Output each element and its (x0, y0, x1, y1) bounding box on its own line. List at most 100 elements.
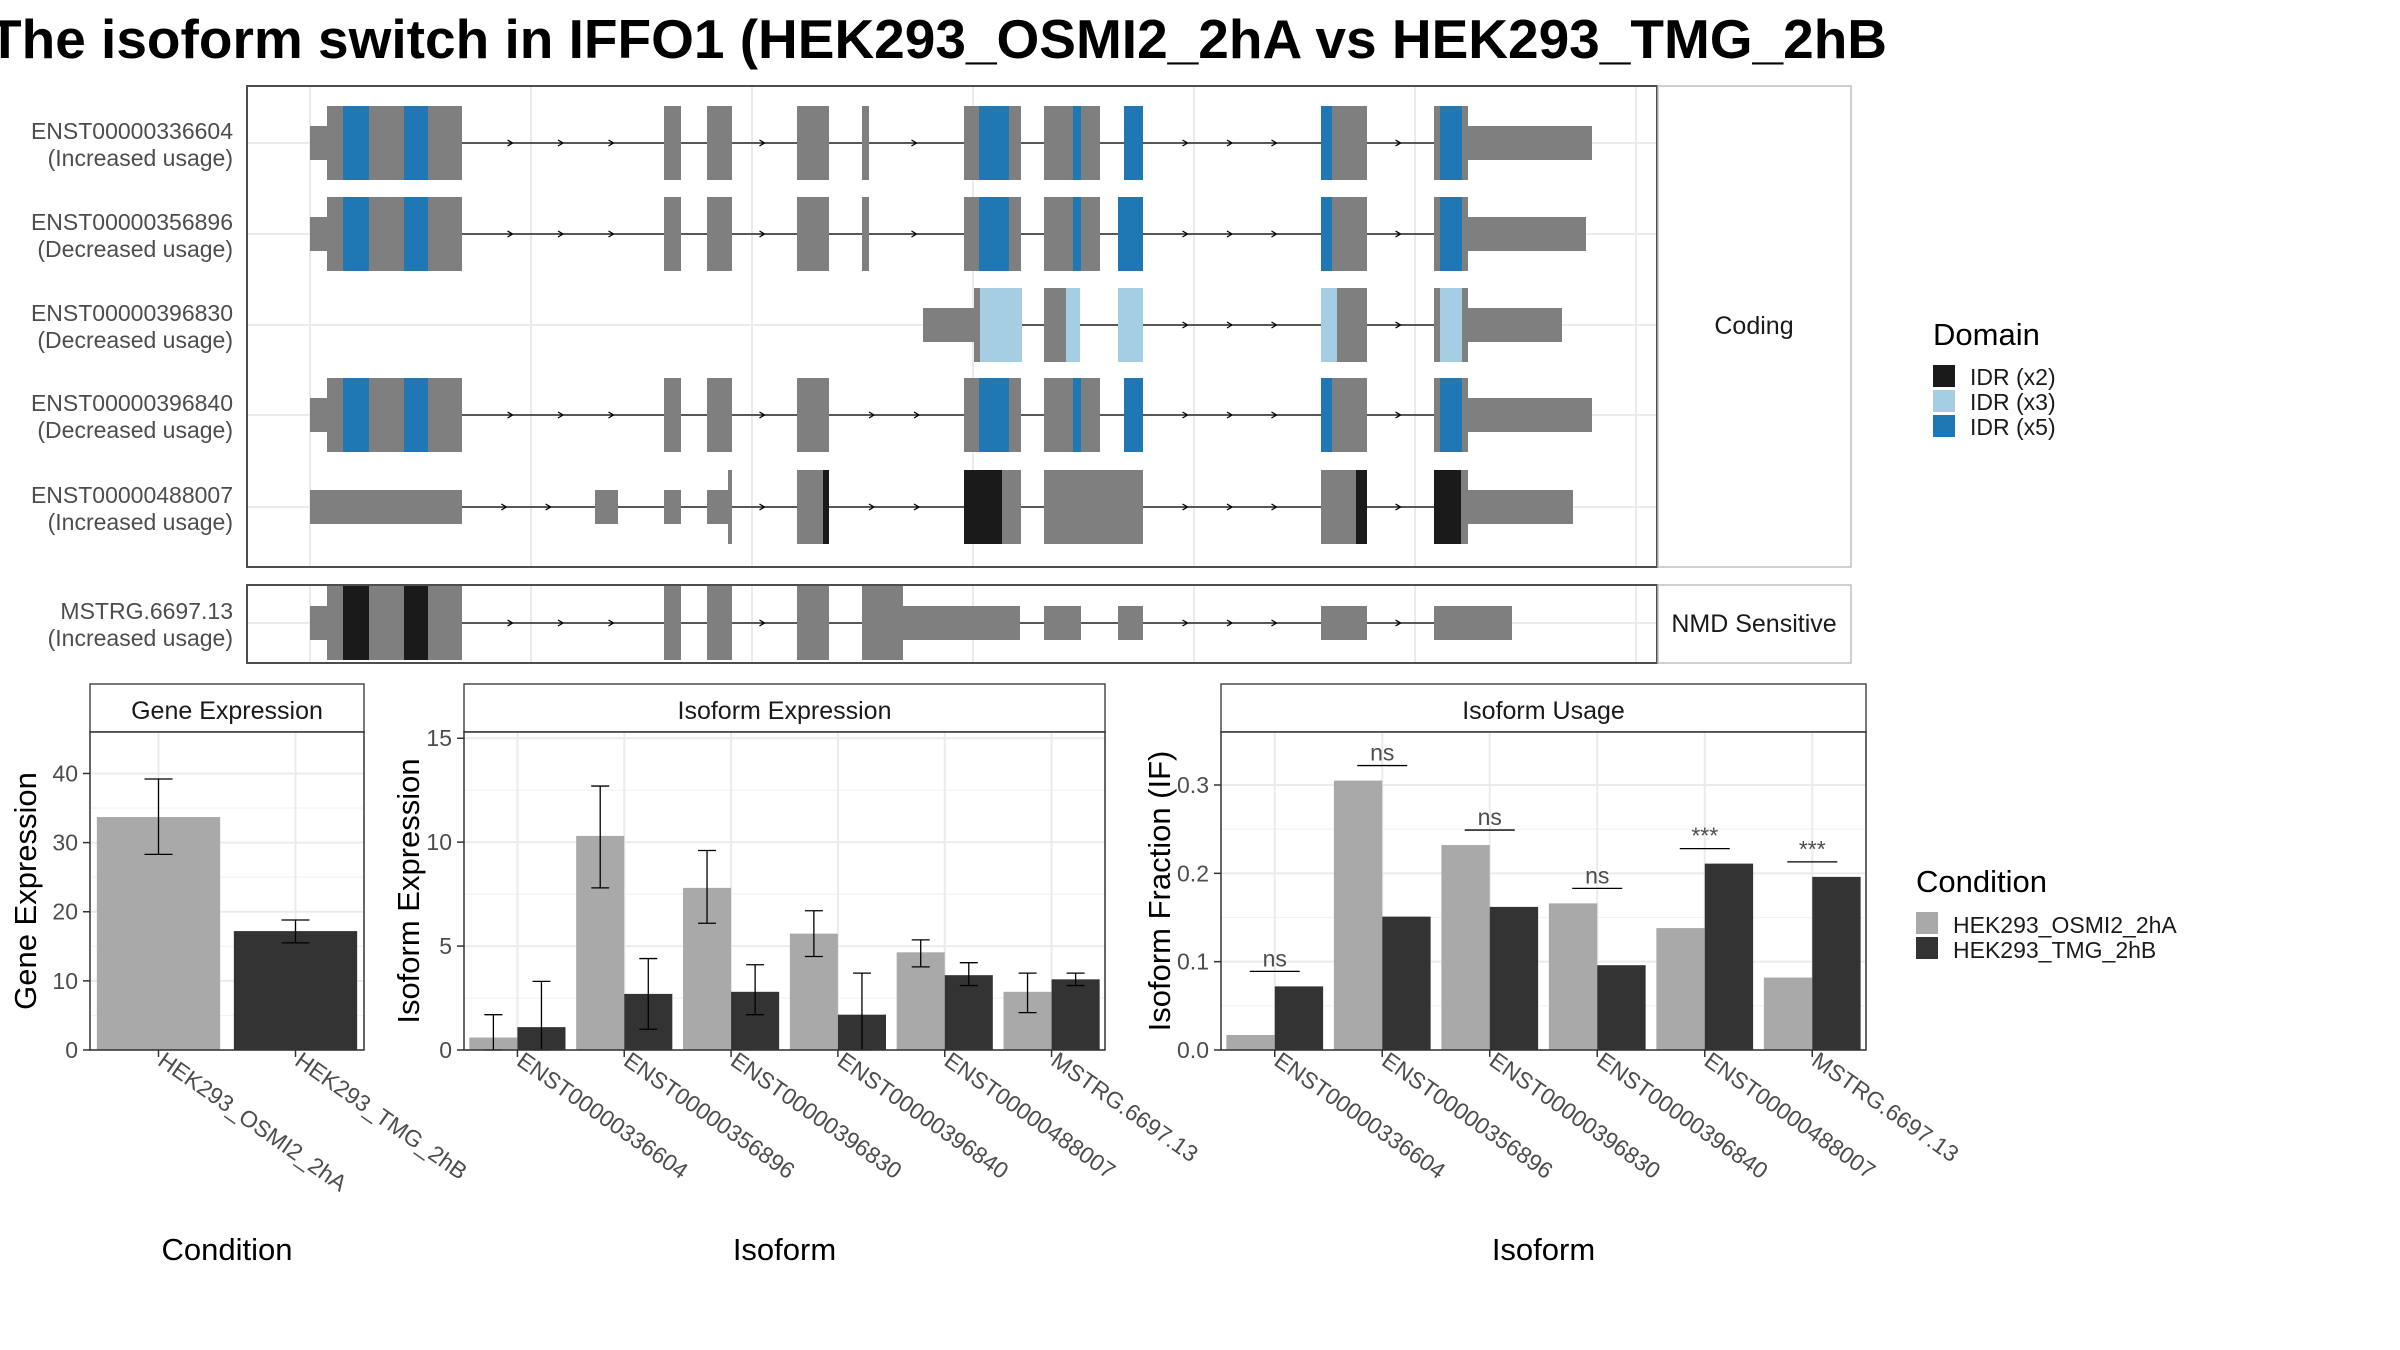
exon-block (862, 106, 869, 180)
y-tick-label: 30 (52, 830, 78, 856)
domain-block-idr-x5 (343, 197, 369, 271)
intron-arrow (759, 230, 766, 238)
intron-arrow (759, 411, 766, 419)
y-tick-label: 20 (52, 899, 78, 925)
intron-arrow (911, 139, 918, 147)
domain-block-idr-x5 (1440, 378, 1462, 452)
y-tick-label: 40 (52, 760, 78, 786)
exon-block (1332, 197, 1367, 271)
intron-arrow (1271, 619, 1278, 627)
transcript-row (923, 288, 1562, 362)
x-axis-title: Isoform (733, 1232, 836, 1267)
exon-block (664, 378, 681, 452)
exon-block (369, 106, 404, 180)
domain-block-idr-x5 (404, 378, 428, 452)
domain-block-idr-x3 (1440, 288, 1462, 362)
structure-coding-panel (246, 85, 1658, 568)
exon-block (327, 106, 343, 180)
exon-block (595, 490, 618, 524)
exon-block (1462, 106, 1468, 180)
intron-arrow (507, 230, 514, 238)
domain-block-idr-x5 (1440, 197, 1462, 271)
intron-arrow (1182, 411, 1189, 419)
exon-block (1462, 197, 1468, 271)
exon-block (797, 586, 829, 660)
intron-arrow (1271, 503, 1278, 511)
intron-arrow (507, 411, 514, 419)
domain-block-idr-x2 (964, 470, 1002, 544)
exon-block (1468, 126, 1592, 160)
intron-arrow (1226, 321, 1234, 329)
intron-arrow (1395, 139, 1402, 147)
intron-arrow (507, 619, 514, 627)
y-tick-label: 0 (439, 1037, 452, 1063)
intron-arrow (1395, 230, 1402, 238)
bar (1226, 1034, 1275, 1050)
exon-block (923, 308, 974, 342)
exon-block (1118, 606, 1143, 640)
transcript-usage-label: (Decreased usage) (37, 417, 233, 443)
exon-block (664, 490, 681, 524)
transcript-row (310, 470, 1573, 544)
domain-block-idr-x5 (1118, 197, 1143, 271)
exon-block (1044, 197, 1073, 271)
intron-arrow (911, 230, 918, 238)
y-tick-label: 10 (52, 968, 78, 994)
exon-block (310, 217, 327, 251)
exon-block (369, 378, 404, 452)
y-tick-label: 15 (426, 725, 452, 751)
intron-arrow (557, 619, 565, 627)
exon-block (1081, 106, 1100, 180)
exon-block (1434, 106, 1440, 180)
legend-label-idr-x2: IDR (x2) (1970, 364, 2056, 390)
intron-arrow (1182, 321, 1189, 329)
plot-border (89, 731, 365, 1051)
domain-block-idr-x3 (1321, 288, 1337, 362)
domain-block-idr-x2 (404, 586, 428, 660)
exon-block (797, 470, 823, 544)
y-tick-label: 0.2 (1177, 860, 1209, 886)
y-tick-label: 0 (65, 1037, 78, 1063)
transcript-row (310, 197, 1586, 271)
domain-block-idr-x5 (343, 106, 369, 180)
intron-arrow (1182, 139, 1189, 147)
exon-block (964, 106, 979, 180)
nmd-strip-label: NMD Sensitive (1671, 610, 1836, 638)
exon-block (707, 106, 732, 180)
bar (1656, 928, 1705, 1050)
domain-block-idr-x5 (1321, 106, 1332, 180)
intron-arrow (1226, 619, 1234, 627)
intron-arrow (913, 503, 921, 511)
significance-label: *** (1691, 823, 1718, 849)
exon-block (428, 378, 462, 452)
condition-legend: Condition HEK293_OSMI2_2hA HEK293_TMG_2h… (1916, 864, 2177, 963)
y-axis-title: Isoform Expression (391, 758, 426, 1023)
exon-block (1081, 378, 1100, 452)
exon-block (310, 606, 327, 640)
exon-block (428, 586, 462, 660)
bar (233, 931, 358, 1050)
bar (1333, 780, 1383, 1050)
intron-arrow (1271, 139, 1278, 147)
exon-block (369, 586, 404, 660)
intron-arrow (759, 619, 766, 627)
y-axis-title: Gene Expression (8, 772, 43, 1010)
intron-arrow (1271, 230, 1278, 238)
domain-block-idr-x5 (979, 378, 1009, 452)
domain-block-idr-x2 (343, 586, 369, 660)
legend-label-idr-x3: IDR (x3) (1970, 389, 2056, 415)
transcript-usage-label: (Decreased usage) (37, 236, 233, 262)
exon-block (707, 586, 732, 660)
y-tick-label: 10 (426, 829, 452, 855)
domain-block-idr-x2 (1356, 470, 1367, 544)
exon-block (1434, 378, 1440, 452)
exon-block (327, 197, 343, 271)
exon-block (797, 197, 829, 271)
intron-arrow (1226, 139, 1234, 147)
bar (1597, 965, 1646, 1050)
exon-block (1434, 606, 1512, 640)
legend-swatch-cond-a (1916, 912, 1938, 934)
intron-arrow (557, 139, 565, 147)
x-axis-title: Isoform (1492, 1232, 1595, 1267)
